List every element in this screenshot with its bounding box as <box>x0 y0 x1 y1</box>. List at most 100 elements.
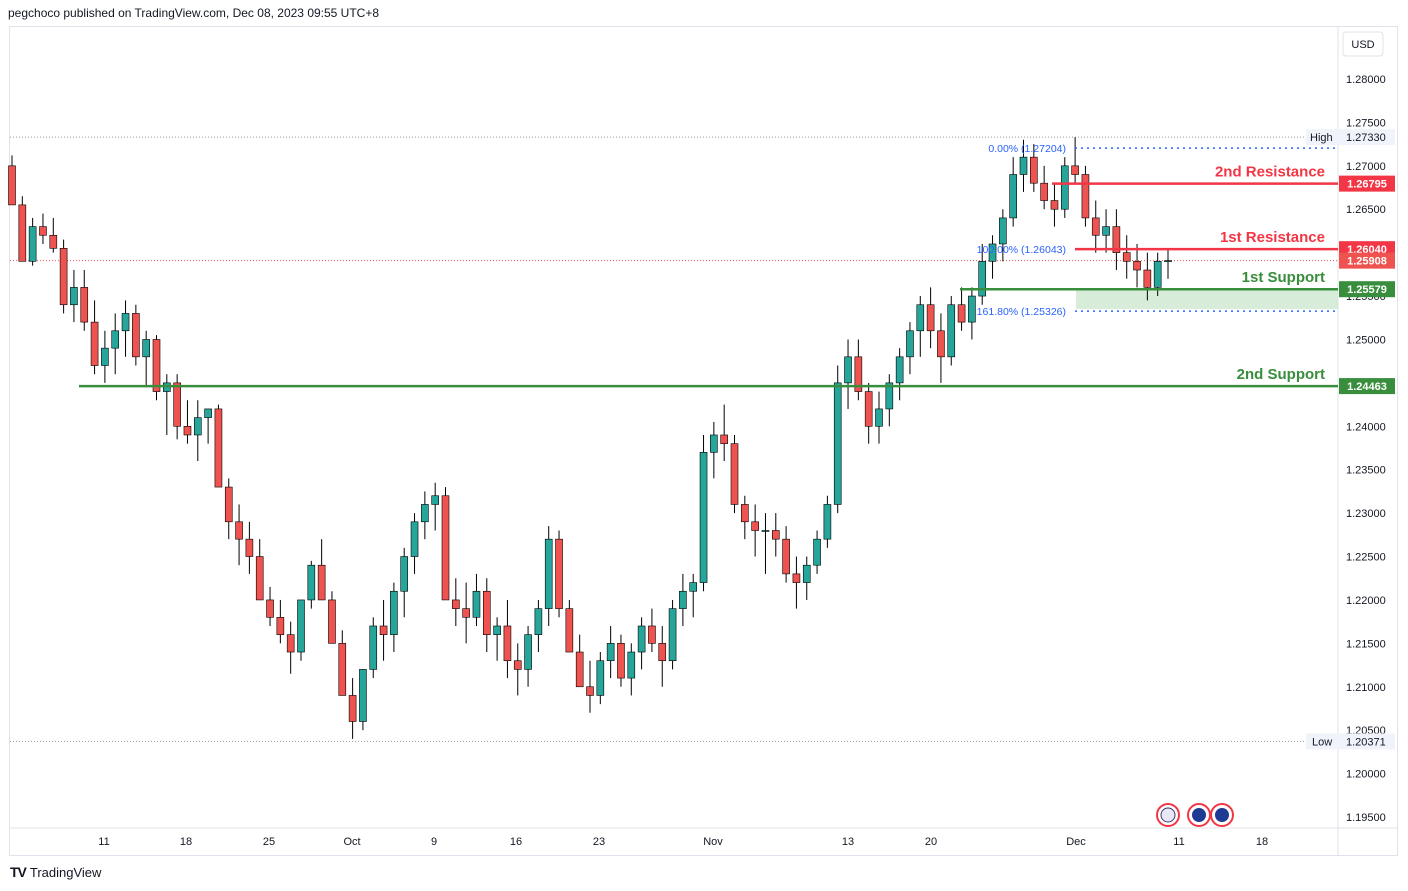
candle <box>534 608 543 635</box>
x-tick-label: 13 <box>842 836 854 848</box>
candle <box>369 625 378 670</box>
candle <box>1081 174 1090 219</box>
candle <box>152 339 161 392</box>
low-tag-label: Low <box>1312 736 1332 748</box>
level-price-tag-bg <box>1339 175 1395 192</box>
candle <box>916 304 925 332</box>
candle <box>132 313 140 358</box>
candle <box>379 625 388 635</box>
y-tick-label: 1.20000 <box>1346 769 1386 781</box>
x-tick-label: 20 <box>925 836 937 848</box>
economic-events-icons[interactable] <box>1156 803 1234 827</box>
candle <box>224 486 233 523</box>
candle <box>193 417 202 436</box>
candle <box>1133 261 1141 271</box>
candle <box>462 608 470 618</box>
y-tick-label: 1.21000 <box>1346 682 1386 694</box>
y-tick-label: 1.21500 <box>1346 638 1386 650</box>
y-tick-label: 1.26500 <box>1346 204 1386 216</box>
candle <box>844 356 852 384</box>
candle <box>276 617 285 635</box>
candle <box>142 339 150 358</box>
candle <box>710 434 718 453</box>
candle <box>1091 217 1100 236</box>
candle <box>761 530 770 532</box>
candle <box>1164 260 1172 262</box>
fib-label: 161.80% (1.25326) <box>977 306 1066 318</box>
y-tick-label: 1.24000 <box>1346 421 1386 433</box>
last-price-tag-bg <box>1339 252 1395 269</box>
candle <box>1122 252 1131 262</box>
candle <box>317 564 326 601</box>
candle <box>988 243 997 262</box>
x-tick-label: 9 <box>431 836 437 848</box>
candle <box>627 651 636 679</box>
x-tick-label: 25 <box>263 836 275 848</box>
candle <box>658 643 667 662</box>
x-tick-label: 23 <box>593 836 605 848</box>
candle <box>833 382 842 505</box>
candle <box>400 556 409 592</box>
candle <box>596 660 605 696</box>
candle <box>513 660 522 670</box>
x-tick-label: 11 <box>98 836 109 848</box>
candle <box>885 382 894 410</box>
candle <box>431 495 439 505</box>
candle <box>823 504 832 540</box>
candle <box>59 248 68 306</box>
candle <box>792 573 801 583</box>
y-tick-label: 1.22000 <box>1346 595 1386 607</box>
candle <box>689 582 698 592</box>
candle <box>895 356 904 384</box>
candle <box>730 443 739 505</box>
candle <box>586 686 594 696</box>
usd-flag-inner-icon <box>1160 807 1176 823</box>
candle <box>235 521 243 540</box>
candle <box>875 408 883 427</box>
candle <box>348 695 357 722</box>
candle <box>617 643 625 679</box>
level-label: 1st Support <box>1242 269 1325 286</box>
candle <box>524 634 532 670</box>
candle <box>28 226 37 262</box>
candle <box>472 590 481 618</box>
y-tick-label: 1.23000 <box>1346 508 1386 520</box>
candle <box>679 590 687 609</box>
gbp-flag-inner-icon <box>1192 808 1206 822</box>
level-price-tag-bg <box>1339 281 1395 298</box>
candle <box>1143 269 1152 288</box>
y-tick-label: 1.23500 <box>1346 465 1386 477</box>
candle <box>947 304 956 358</box>
candle <box>204 408 212 418</box>
fib-label: 100.00% (1.26043) <box>977 244 1066 256</box>
footer-brand: TradingView <box>29 864 102 880</box>
x-tick-label: Dec <box>1066 836 1086 848</box>
level-label: 2nd Support <box>1237 366 1325 383</box>
candle <box>173 382 181 427</box>
candle <box>957 304 966 323</box>
candle <box>441 495 450 601</box>
candle <box>999 217 1007 245</box>
candle <box>338 643 347 696</box>
candle <box>978 261 987 297</box>
candle <box>101 347 109 366</box>
candle <box>802 564 811 583</box>
candle <box>111 330 120 349</box>
candle <box>328 599 336 644</box>
candle <box>121 313 130 332</box>
candle <box>183 425 192 436</box>
currency-button[interactable] <box>1342 31 1384 57</box>
x-tick-label: 11 <box>1173 836 1184 848</box>
candle <box>1050 200 1059 210</box>
candle <box>864 391 873 427</box>
candle <box>1060 165 1069 210</box>
candle <box>637 625 646 653</box>
chart-frame <box>9 26 1398 856</box>
candle <box>771 530 780 540</box>
y-tick-label: 1.27500 <box>1346 117 1386 129</box>
level-price-tag: 1.25579 <box>1347 284 1387 296</box>
level-price-tag: 1.24463 <box>1347 381 1387 393</box>
y-tick-label: 1.28000 <box>1346 74 1386 86</box>
candle <box>699 452 708 583</box>
